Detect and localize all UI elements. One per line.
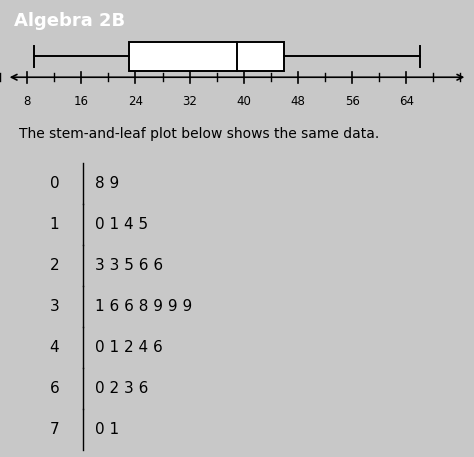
Text: 0 1 2 4 6: 0 1 2 4 6 — [95, 340, 163, 355]
Text: 16: 16 — [74, 95, 89, 108]
Text: 24: 24 — [128, 95, 143, 108]
Text: 40: 40 — [237, 95, 251, 108]
Text: 56: 56 — [345, 95, 360, 108]
Text: 64: 64 — [399, 95, 414, 108]
Text: The stem-and-leaf plot below shows the same data.: The stem-and-leaf plot below shows the s… — [19, 127, 379, 141]
Text: 3 3 5 6 6: 3 3 5 6 6 — [95, 258, 163, 273]
Text: 0 1 4 5: 0 1 4 5 — [95, 217, 148, 232]
Text: 8 9: 8 9 — [95, 176, 119, 191]
Text: Algebra 2B: Algebra 2B — [14, 12, 125, 30]
Text: 1 6 6 8 9 9 9: 1 6 6 8 9 9 9 — [95, 299, 192, 314]
Bar — [128, 42, 284, 71]
Text: 0: 0 — [50, 176, 59, 191]
Text: 2: 2 — [50, 258, 59, 273]
Text: 0 1: 0 1 — [95, 422, 119, 437]
Text: 3: 3 — [50, 299, 59, 314]
Text: 32: 32 — [182, 95, 197, 108]
Text: 7: 7 — [50, 422, 59, 437]
Text: 4: 4 — [50, 340, 59, 355]
Text: 1: 1 — [50, 217, 59, 232]
Text: 48: 48 — [291, 95, 305, 108]
Text: 0 2 3 6: 0 2 3 6 — [95, 381, 148, 396]
Text: 8: 8 — [23, 95, 31, 108]
Text: 6: 6 — [50, 381, 59, 396]
